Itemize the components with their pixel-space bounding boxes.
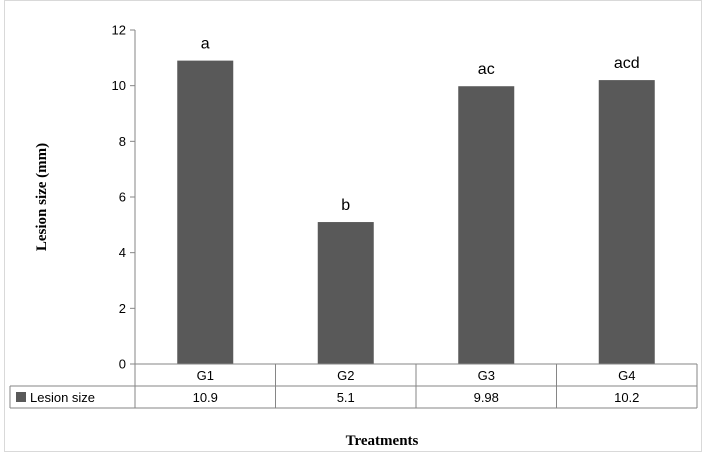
legend-swatch — [16, 392, 26, 402]
bar-significance-label: b — [341, 197, 350, 214]
y-tick-label: 12 — [112, 23, 126, 38]
data-table: G1 10.9 G2 5.1 G3 9.98 G4 10.2 Lesion size — [9, 363, 698, 409]
y-tick-label: 8 — [119, 134, 126, 149]
bars-group — [177, 60, 655, 365]
x-category-label: G3 — [478, 368, 495, 383]
x-category-label: G2 — [337, 368, 354, 383]
legend-series-name: Lesion size — [30, 390, 95, 405]
x-category-label: G1 — [197, 368, 214, 383]
y-tick-label: 0 — [119, 357, 126, 372]
bar-significance-label: acd — [614, 55, 640, 72]
y-tick-label: 2 — [119, 301, 126, 316]
x-category-label: G4 — [618, 368, 635, 383]
x-axis-title: Treatments — [346, 433, 419, 449]
bar — [177, 60, 234, 364]
bar — [598, 80, 655, 364]
chart-border — [4, 0, 702, 452]
y-tick-label: 4 — [119, 245, 126, 260]
y-tick-label: 6 — [119, 190, 126, 205]
bar-significance-label: a — [201, 36, 210, 53]
table-value-cell: 5.1 — [337, 390, 355, 405]
table-value-cell: 10.2 — [614, 390, 639, 405]
bar-significance-label: ac — [478, 61, 495, 78]
y-tick-label: 10 — [112, 78, 126, 93]
y-axis: 0 2 4 6 8 10 12 — [112, 23, 136, 372]
y-axis-title: Lesion size (mm) — [34, 143, 50, 251]
bar — [317, 222, 374, 364]
significance-labels: a b ac acd — [201, 36, 640, 214]
bar — [458, 86, 515, 365]
table-value-cell: 10.9 — [193, 390, 218, 405]
table-value-cell: 9.98 — [474, 390, 499, 405]
